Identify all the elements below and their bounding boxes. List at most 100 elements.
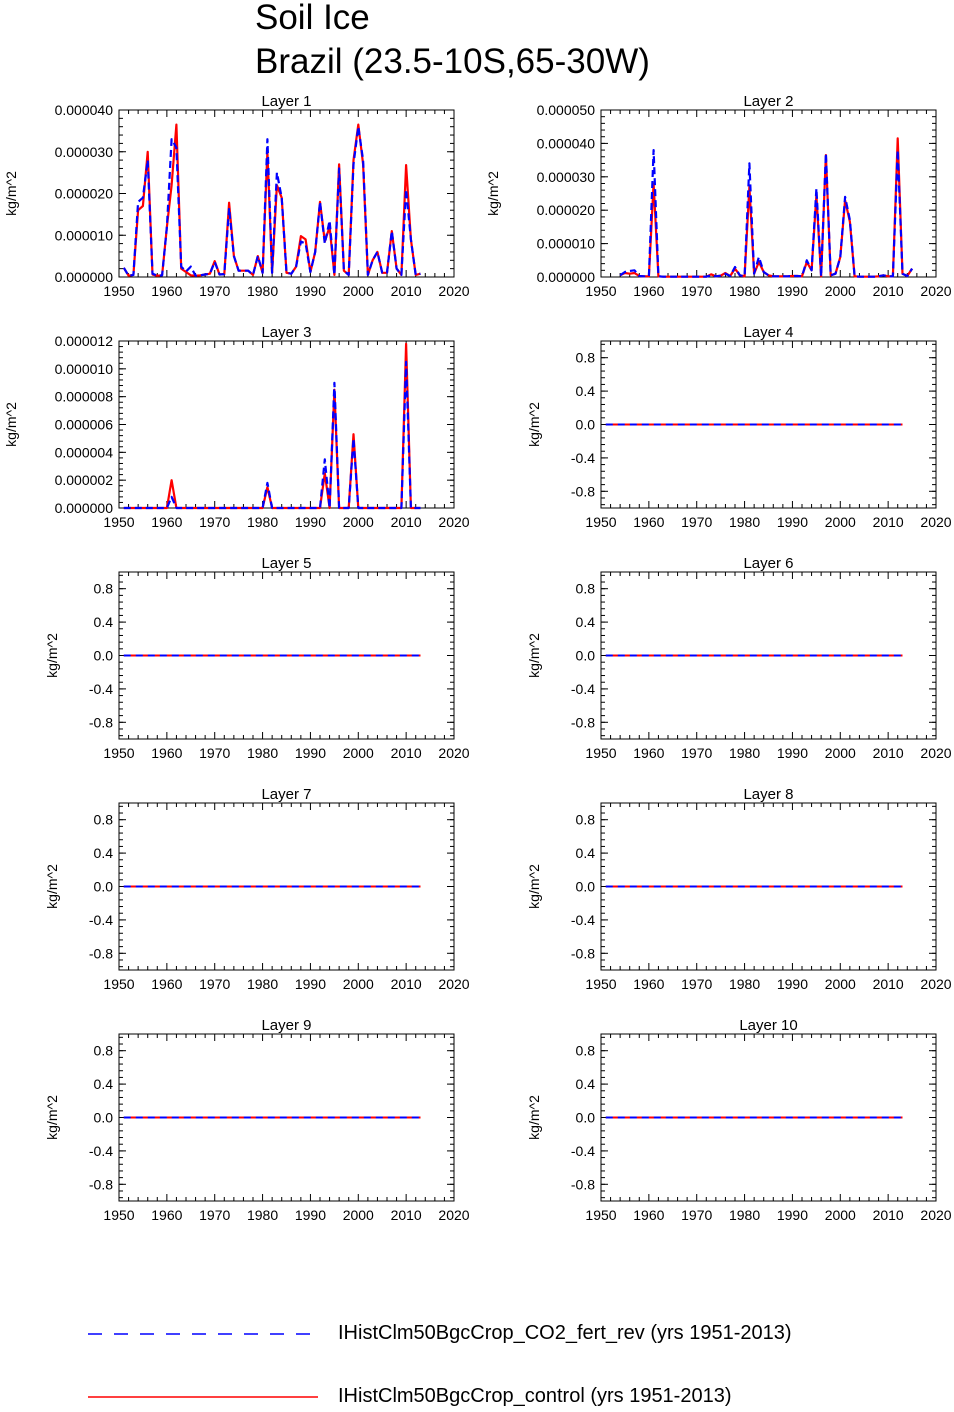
plot-frame [600, 109, 937, 278]
y-tick-label: -0.8 [571, 1176, 595, 1192]
x-tick-label: 1970 [199, 1207, 230, 1223]
y-tick-label: -0.4 [571, 450, 595, 466]
x-tick-label: 1990 [777, 283, 808, 299]
y-tick-label: -0.8 [89, 945, 113, 961]
x-tick-label: 1960 [151, 1207, 182, 1223]
x-tick-label: 1960 [633, 976, 664, 992]
x-tick-label: 1980 [247, 1207, 278, 1223]
panel-title: Layer 3 [261, 324, 311, 341]
x-tick-label: 2020 [438, 745, 469, 761]
x-tick-label: 2000 [343, 745, 374, 761]
y-tick-label: 0.000010 [55, 227, 114, 243]
y-tick-label: 0.000000 [55, 269, 114, 285]
x-tick-label: 2000 [343, 283, 374, 299]
panel-7: Layer 7 1950 1960 1970 1980 1990 2000 2010 2020 0… [44, 786, 470, 992]
x-tick-label: 2000 [825, 1207, 856, 1223]
y-axis-label: kg/m^2 [526, 1095, 542, 1140]
x-tick-label: 2020 [438, 514, 469, 530]
y-tick-label: 0.0 [576, 417, 596, 433]
panels-group: Layer 1 1950 1960 1970 1980 1990 2000 2010 2020 0… [3, 93, 952, 1223]
x-tick-label: 1970 [681, 283, 712, 299]
y-axis-label: kg/m^2 [485, 171, 501, 216]
figure-subtitle: Brazil (23.5-10S,65-30W) [255, 42, 650, 81]
y-tick-label: 0.0 [576, 1110, 596, 1126]
y-tick-label: 0.000010 [537, 236, 596, 252]
y-tick-label: 0.000020 [537, 202, 596, 218]
x-tick-label: 2000 [825, 283, 856, 299]
series-line-fert [619, 149, 914, 278]
y-axis-label: kg/m^2 [3, 402, 19, 447]
panel-4: Layer 4 1950 1960 1970 1980 1990 2000 2010 2020 0… [526, 324, 952, 530]
x-tick-label: 1950 [103, 745, 134, 761]
series-line-fert [123, 360, 421, 510]
x-tick-label: 1950 [103, 283, 134, 299]
y-tick-label: 0.8 [94, 812, 114, 828]
series-line-control [123, 342, 421, 510]
y-tick-label: 0.000012 [55, 333, 114, 349]
panel-6: Layer 6 1950 1960 1970 1980 1990 2000 2010 2020 0… [526, 555, 952, 761]
y-tick-label: 0.0 [94, 1110, 114, 1126]
x-tick-label: 2010 [391, 1207, 422, 1223]
y-tick-label: 0.0 [576, 879, 596, 895]
y-tick-label: 0.4 [576, 845, 596, 861]
x-tick-label: 1970 [681, 1207, 712, 1223]
panel-8: Layer 8 1950 1960 1970 1980 1990 2000 2010 2020 0… [526, 786, 952, 992]
y-tick-label: -0.8 [89, 714, 113, 730]
panel-title: Layer 5 [261, 555, 311, 572]
x-tick-label: 2010 [391, 514, 422, 530]
x-tick-label: 1990 [295, 976, 326, 992]
x-tick-label: 2020 [438, 1207, 469, 1223]
y-tick-label: -0.4 [89, 1143, 113, 1159]
y-axis-label: kg/m^2 [44, 633, 60, 678]
y-tick-label: 0.8 [94, 581, 114, 597]
panel-title: Layer 1 [261, 93, 311, 110]
y-tick-label: 0.4 [576, 614, 596, 630]
x-tick-label: 2010 [873, 976, 904, 992]
y-tick-label: 0.0 [94, 648, 114, 664]
x-tick-label: 1980 [729, 745, 760, 761]
panel-title: Layer 6 [743, 555, 793, 572]
x-tick-label: 1960 [151, 976, 182, 992]
y-tick-label: 0.000040 [537, 135, 596, 151]
y-tick-label: -0.8 [571, 483, 595, 499]
y-tick-label: 0.8 [576, 350, 596, 366]
x-tick-label: 2010 [391, 745, 422, 761]
y-tick-label: 0.000004 [55, 444, 114, 460]
y-tick-label: 0.8 [576, 812, 596, 828]
panel-10: Layer 10 1950 1960 1970 1980 1990 2000 2010 2020… [526, 1017, 952, 1223]
y-axis-label: kg/m^2 [526, 402, 542, 447]
y-tick-label: -0.4 [571, 912, 595, 928]
x-tick-label: 1960 [151, 514, 182, 530]
y-tick-label: 0.000000 [537, 269, 596, 285]
x-tick-label: 1970 [199, 283, 230, 299]
y-tick-label: 0.000010 [55, 361, 114, 377]
series-line-control [619, 137, 914, 278]
x-tick-label: 1990 [777, 976, 808, 992]
y-tick-label: 0.0 [576, 648, 596, 664]
x-tick-label: 1970 [199, 976, 230, 992]
x-tick-label: 2010 [873, 514, 904, 530]
y-tick-label: 0.000002 [55, 472, 114, 488]
x-tick-label: 1990 [295, 1207, 326, 1223]
x-tick-label: 2020 [920, 514, 951, 530]
x-tick-label: 1980 [247, 976, 278, 992]
x-tick-label: 1950 [585, 745, 616, 761]
y-tick-label: 0.8 [576, 1043, 596, 1059]
x-tick-label: 1980 [247, 745, 278, 761]
y-tick-label: -0.4 [571, 1143, 595, 1159]
y-tick-label: 0.000050 [537, 102, 596, 118]
legend-label-control: IHistClm50BgcCrop_control (yrs 1951-2013… [338, 1385, 732, 1407]
y-tick-label: 0.4 [94, 845, 114, 861]
y-axis-label: kg/m^2 [44, 1095, 60, 1140]
x-tick-label: 1950 [103, 514, 134, 530]
x-tick-label: 1980 [729, 976, 760, 992]
panel-9: Layer 9 1950 1960 1970 1980 1990 2000 2010 2020 0… [44, 1017, 470, 1223]
y-tick-label: 0.8 [94, 1043, 114, 1059]
x-tick-label: 1970 [199, 514, 230, 530]
x-tick-label: 1980 [247, 283, 278, 299]
x-tick-label: 1960 [633, 283, 664, 299]
y-tick-label: -0.8 [571, 945, 595, 961]
y-tick-label: -0.8 [89, 1176, 113, 1192]
x-tick-label: 1950 [585, 283, 616, 299]
